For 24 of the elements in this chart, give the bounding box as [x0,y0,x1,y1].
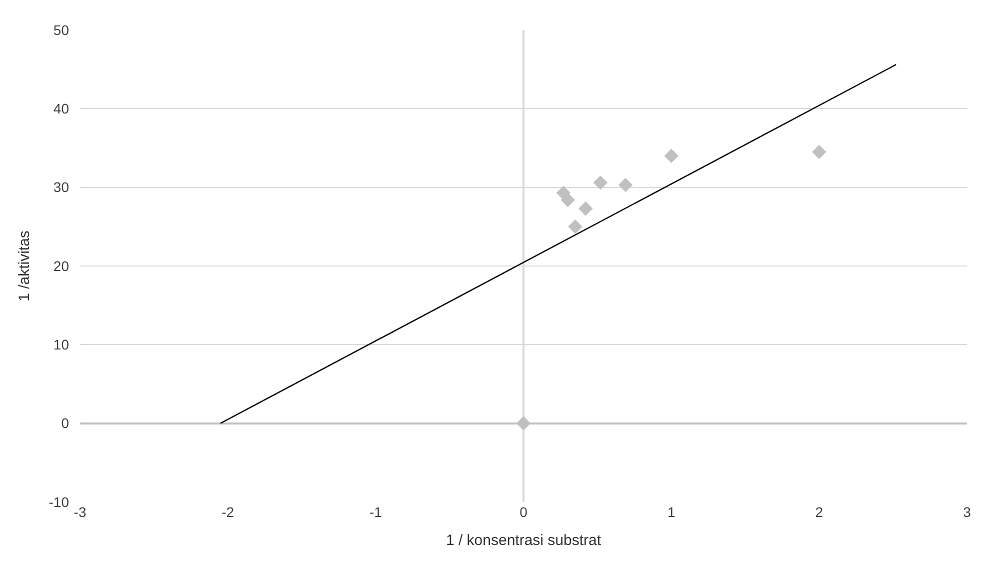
x-tick-label: -2 [222,504,234,520]
point [593,175,608,190]
x-tick-label: 3 [963,504,972,520]
y-tick-label: 30 [53,179,70,196]
y-tick-label: 50 [53,22,70,38]
x-tick-label: -3 [74,504,86,520]
y-tick-label: 40 [53,100,70,117]
y-axis-title: 1 /aktivitas [16,230,34,302]
x-tick-label: -1 [369,504,382,520]
point [812,144,826,160]
point [664,148,678,164]
point [516,416,531,430]
x-tick-label: 0 [520,504,528,520]
y-tick-label: 0 [61,415,70,432]
y-tick-label: 10 [53,336,70,353]
x-tick-label: 2 [815,504,824,520]
point [578,201,593,216]
point [618,178,633,192]
point [560,192,575,208]
y-tick-label: -10 [48,494,70,510]
point [568,220,582,234]
y-tick-label: 20 [53,258,70,274]
x-tick-label: 1 [667,504,676,520]
x-axis-title: 1 / konsentrasi substrat [446,532,602,549]
